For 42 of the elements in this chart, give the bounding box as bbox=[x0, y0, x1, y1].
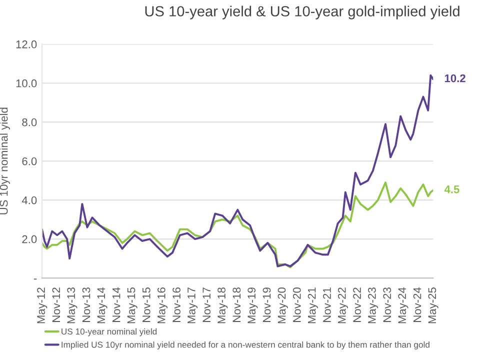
x-tick-label: May-21 bbox=[308, 288, 318, 324]
y-tick-label: 10.0 bbox=[16, 79, 37, 88]
x-tick-label: May-24 bbox=[398, 287, 408, 324]
x-tick-label: Nov-24 bbox=[413, 287, 422, 322]
x-tick-label: May-17 bbox=[188, 288, 198, 324]
x-tick-label: Nov-15 bbox=[142, 288, 150, 322]
legend-label: US 10-year nominal yield bbox=[62, 328, 157, 336]
y-tick-label: 4.0 bbox=[22, 196, 37, 204]
annotation: 4.5 bbox=[444, 186, 460, 194]
y-tick-label: - bbox=[34, 278, 37, 280]
x-tick-label: Nov-19 bbox=[262, 288, 271, 322]
x-tick-label: May-14 bbox=[97, 287, 108, 324]
y-tick-label: 8.0 bbox=[22, 118, 37, 126]
annotation: 10.2 bbox=[444, 74, 466, 82]
x-tick-label: May-18 bbox=[218, 288, 228, 324]
x-tick-label: Nov-23 bbox=[383, 288, 392, 322]
x-tick-label: Nov-17 bbox=[202, 288, 211, 322]
line-series bbox=[42, 74, 434, 268]
y-tick-label: 6.0 bbox=[22, 157, 37, 166]
x-tick-label: May-12 bbox=[37, 288, 48, 324]
x-tick-label: Nov-12 bbox=[52, 288, 60, 322]
x-tick-label: Nov-16 bbox=[172, 288, 180, 322]
x-tick-label: May-19 bbox=[248, 288, 258, 324]
x-tick-label: May-13 bbox=[67, 288, 78, 324]
x-tick-label: May-23 bbox=[368, 288, 378, 324]
x-tick-label: Nov-21 bbox=[323, 288, 331, 322]
x-tick-label: May-16 bbox=[157, 288, 168, 324]
x-tick-label: Nov-20 bbox=[292, 287, 301, 322]
legend-label: Implied US 10yr nominal yield needed for a non-western central bank to by them rather than gold bbox=[62, 341, 430, 350]
y-tick-label: 12.0 bbox=[16, 40, 37, 48]
x-tick-label: May-25 bbox=[428, 288, 438, 324]
line-series bbox=[42, 182, 434, 268]
x-tick-label: Nov-22 bbox=[353, 288, 361, 322]
chart-title: US 10-year yield & US 10-year gold-implied yield bbox=[145, 6, 460, 20]
x-tick-label: May-22 bbox=[338, 288, 348, 324]
y-tick-label: 2.0 bbox=[22, 235, 37, 244]
x-tick-label: May-20 bbox=[278, 287, 288, 324]
x-tick-label: Nov-18 bbox=[232, 288, 241, 322]
x-tick-label: Nov-13 bbox=[82, 288, 90, 322]
x-tick-label: May-15 bbox=[127, 288, 138, 324]
x-tick-label: Nov-14 bbox=[112, 287, 120, 322]
y-axis-title: US 10yr nominal yield bbox=[0, 108, 10, 214]
